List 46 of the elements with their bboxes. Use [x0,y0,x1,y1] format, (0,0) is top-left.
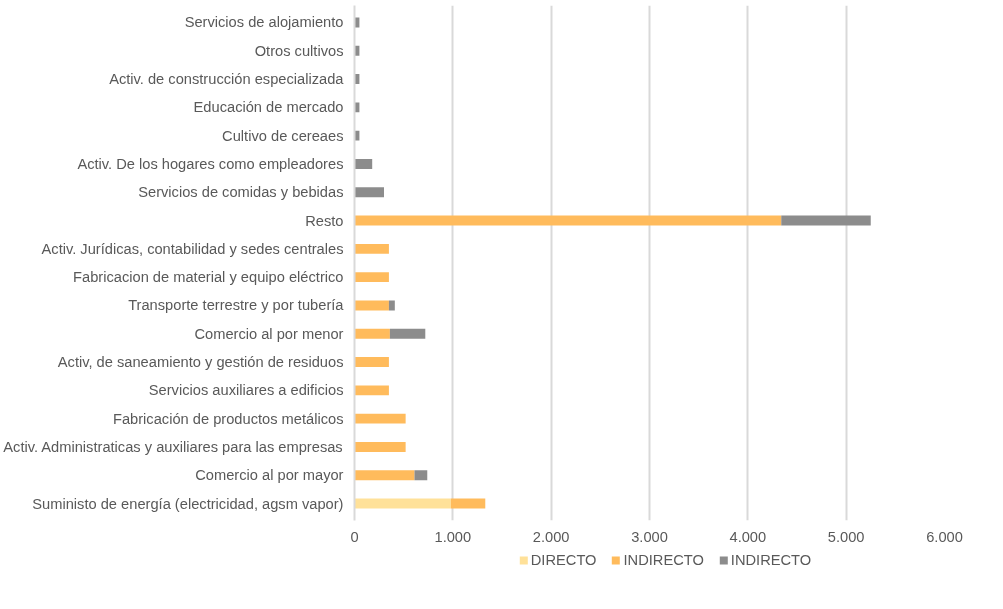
y-tick-label: Servicios de comidas y bebidas [138,184,344,201]
bar [354,498,451,509]
x-tick-label: 5.000 [827,528,865,545]
y-tick-label: Suministo de energía (electricidad, agsm vapor) [32,495,344,512]
bar [354,441,406,452]
legend-label: DIRECTO [530,552,597,568]
y-tick-label: Servicios de alojamiento [184,14,344,31]
y-tick-label: Activ. de construcción especializada [109,71,345,88]
bar [354,300,389,311]
bar [450,498,486,509]
bar [781,215,871,226]
x-tick-label: 6.000 [926,528,963,545]
y-tick-label: Educación de mercado [193,99,344,116]
y-tick-label: Cultivo de cereaes [222,127,344,144]
y-tick-label: Resto [305,212,344,229]
y-tick-label: Comercio al por mayor [195,467,344,484]
x-tick-label: 3.000 [631,528,668,545]
bar [354,187,384,198]
bar [354,385,389,396]
y-tick-label: Comercio al por menor [194,325,344,342]
y-tick-label: Otros cultivos [254,42,344,59]
bar [354,272,389,283]
y-tick-label: Activ. Administraticas y auxiliares para las empresas [3,438,343,455]
bar [354,159,373,169]
x-tick-label: 0 [350,528,359,545]
y-tick-label: Fabricacion de material y equipo eléctrico [73,269,344,286]
x-tick-label: 2.000 [532,528,570,545]
bar [389,328,426,339]
y-tick-label: Activ. Jurídicas, contabilidad y sedes centrales [41,240,344,257]
y-tick-label: Activ. De los hogares como empleadores [77,155,344,172]
bar [354,470,415,481]
x-tick-label: 1.000 [434,528,472,545]
legend-label: INDIRECTO [730,552,812,568]
bar [414,470,428,481]
bar [388,300,395,311]
bar [354,357,389,367]
bar [354,328,390,339]
y-tick-label: Fabricación de productos metálicos [112,410,344,427]
y-tick-label: Servicios auxiliares a edificios [148,382,344,399]
bar [354,413,406,424]
x-tick-label: 4.000 [729,528,767,545]
legend-label: INDIRECTO [623,552,704,568]
y-tick-label: Activ, de saneamiento y gestión de residuos [57,354,344,371]
bar [354,215,782,226]
bar [354,243,389,254]
y-tick-label: Transporte terrestre y por tubería [128,297,345,314]
